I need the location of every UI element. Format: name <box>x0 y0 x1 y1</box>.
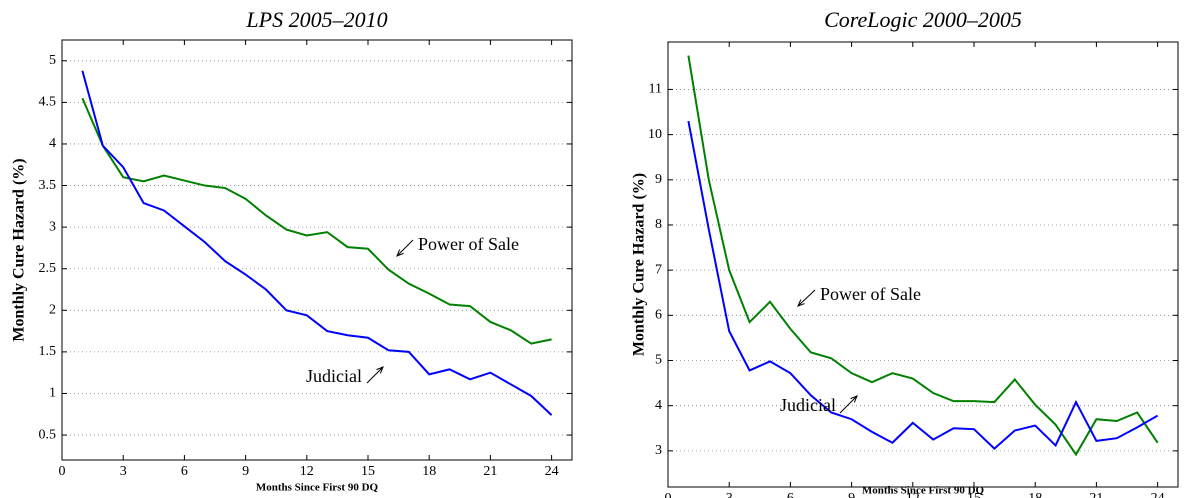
x-tick-label: 12 <box>300 464 314 479</box>
series-line <box>687 120 1159 450</box>
y-tick-label: 3.5 <box>39 178 57 193</box>
y-tick-label: 1.5 <box>39 344 57 359</box>
y-tick-label: 2.5 <box>39 261 57 276</box>
plot-frame <box>61 39 573 461</box>
y-tick-label: 5 <box>49 53 56 68</box>
label-arrow <box>396 239 414 257</box>
y-tick-label: 5 <box>655 353 662 368</box>
x-tick-label: 18 <box>422 464 436 479</box>
x-tick-label: 6 <box>181 464 188 479</box>
label-arrow-head <box>797 299 805 307</box>
y-tick-label: 10 <box>648 127 662 142</box>
y-tick-label: 7 <box>655 262 662 277</box>
x-tick-label: 18 <box>1028 491 1042 498</box>
y-tick-label: 11 <box>649 82 662 97</box>
label-arrow-head <box>376 366 384 374</box>
x-tick-label: 0 <box>59 464 66 479</box>
series-line <box>687 55 1159 457</box>
series-label: Power of Sale <box>418 234 519 254</box>
x-tick-label: 15 <box>361 464 375 479</box>
series-label: Power of Sale <box>820 284 921 304</box>
label-arrow-head <box>396 249 404 257</box>
chart-title: LPS 2005–2010 <box>245 7 387 32</box>
x-tick-label: 24 <box>545 464 559 479</box>
y-tick-label: 6 <box>655 308 662 323</box>
plot-frame <box>667 41 1179 488</box>
x-tick-label: 6 <box>787 491 794 498</box>
y-tick-label: 4 <box>655 398 662 413</box>
label-arrow <box>839 395 858 414</box>
x-tick-label: 9 <box>848 491 855 498</box>
series-line <box>81 97 552 345</box>
x-tick-label: 24 <box>1151 491 1165 498</box>
label-arrow-head <box>850 395 858 403</box>
series-label: Judicial <box>306 366 362 386</box>
x-tick-label: 15 <box>967 491 981 498</box>
x-tick-label: 0 <box>665 491 672 498</box>
series-label: Judicial <box>780 395 836 415</box>
y-tick-label: 2 <box>49 303 56 318</box>
x-tick-label: 21 <box>1089 491 1103 498</box>
y-tick-label: 4 <box>49 136 56 151</box>
y-tick-label: 9 <box>655 172 662 187</box>
x-axis-label: Months Since First 90 DQ <box>862 485 985 497</box>
chart-title: CoreLogic 2000–2005 <box>824 7 1022 32</box>
label-arrow <box>366 366 384 384</box>
series-line <box>81 70 553 416</box>
x-tick-label: 3 <box>726 491 733 498</box>
x-axis-label: Months Since First 90 DQ <box>256 482 379 494</box>
x-tick-label: 12 <box>906 491 920 498</box>
x-tick-label: 3 <box>120 464 127 479</box>
x-tick-label: 9 <box>242 464 249 479</box>
y-tick-label: 8 <box>655 217 662 232</box>
label-arrow <box>797 289 816 307</box>
y-tick-label: 3 <box>655 443 662 458</box>
y-axis-label: Monthly Cure Hazard (%) <box>11 158 28 341</box>
y-tick-label: 3 <box>49 219 56 234</box>
y-axis-label: Monthly Cure Hazard (%) <box>631 173 648 356</box>
x-tick-label: 21 <box>483 464 497 479</box>
y-tick-label: 1 <box>49 386 56 401</box>
y-tick-label: 4.5 <box>39 95 57 110</box>
y-tick-label: 0.5 <box>39 427 57 442</box>
